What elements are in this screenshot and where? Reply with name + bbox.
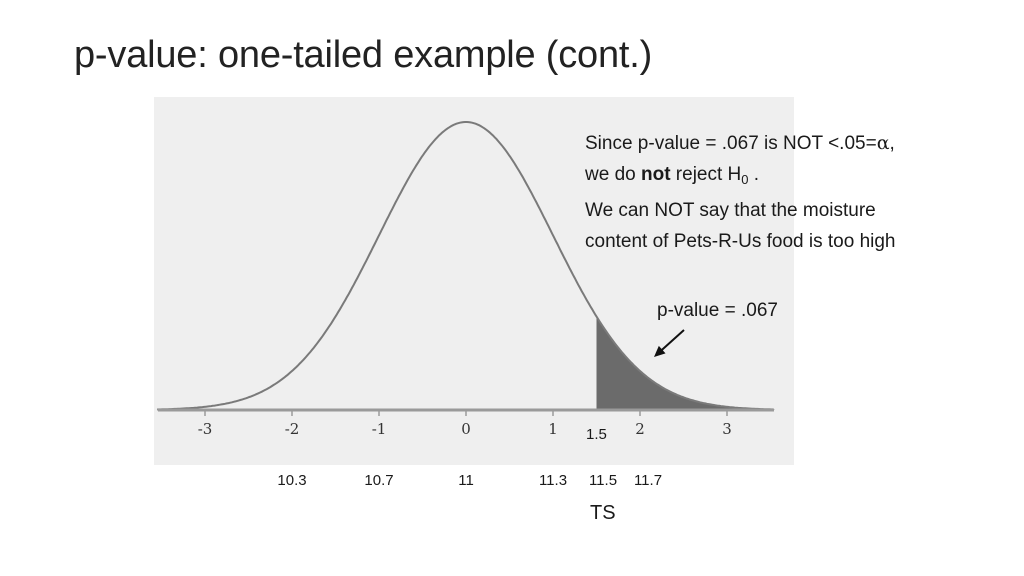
std-tick-label: 2 bbox=[635, 420, 645, 438]
raw-scale-label: 11 bbox=[458, 472, 474, 489]
conclusion-note: Since p-value = .067 is NOT <.05=α, we d… bbox=[585, 128, 896, 257]
normal-curve-line bbox=[157, 121, 774, 411]
std-tick-label: 1 bbox=[548, 420, 558, 438]
std-tick-label: 3 bbox=[722, 420, 732, 438]
normal-curve-chart bbox=[157, 121, 775, 416]
slide-title: p-value: one-tailed example (cont.) bbox=[74, 34, 653, 76]
raw-scale-label: 10.3 bbox=[277, 472, 307, 489]
x-axis-tick-marks bbox=[204, 410, 728, 416]
std-tick-label: -1 bbox=[371, 420, 387, 438]
std-tick-label: -2 bbox=[284, 420, 300, 438]
note-line-2: we do not reject H0 . bbox=[585, 164, 760, 187]
shaded-tail-area bbox=[596, 316, 775, 410]
pvalue-label: p-value = .067 bbox=[657, 300, 778, 321]
note-line-1: Since p-value = .067 is NOT <.05=α, bbox=[585, 132, 895, 154]
pvalue-arrow-head bbox=[654, 345, 666, 357]
raw-scale-label: 11.7 bbox=[633, 472, 663, 489]
std-tick-label: 0 bbox=[461, 420, 471, 438]
ts-label: TS bbox=[590, 502, 616, 524]
pvalue-arrow bbox=[658, 329, 685, 354]
raw-scale-label: 11.5 bbox=[588, 472, 618, 489]
note-line-4: content of Pets-R-Us food is too high bbox=[585, 231, 896, 252]
std-tick-label: -3 bbox=[197, 420, 213, 438]
alpha-symbol: α bbox=[876, 132, 890, 154]
z-marker-label: 1.5 bbox=[586, 426, 607, 443]
note-line-3: We can NOT say that the moisture bbox=[585, 200, 876, 221]
raw-scale-label: 11.3 bbox=[538, 472, 568, 489]
raw-scale-label: 10.7 bbox=[364, 472, 394, 489]
